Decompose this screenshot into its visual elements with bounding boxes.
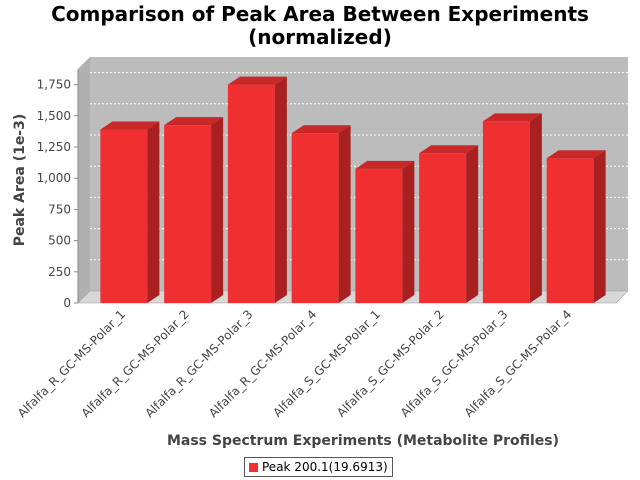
bar: [355, 168, 403, 303]
bar-side: [466, 145, 479, 303]
x-tick-label: Alfalfa_R_GC-MS-Polar_1: [15, 307, 128, 420]
x-tick-label: Alfalfa_S_GC-MS-Polar_3: [398, 307, 511, 420]
left-wall: [78, 57, 90, 303]
bar-side: [147, 121, 160, 303]
bar-top: [100, 121, 160, 130]
y-tick-label: 1,750: [37, 78, 71, 92]
bar-top: [482, 113, 542, 122]
bar-top: [164, 117, 224, 126]
y-tick-label: 750: [48, 202, 71, 216]
bar-top: [291, 125, 351, 134]
bar-side: [593, 150, 606, 303]
bar: [164, 125, 212, 303]
bar: [227, 84, 275, 303]
legend-swatch: [249, 462, 258, 472]
x-axis-label: Mass Spectrum Experiments (Metabolite Pr…: [167, 433, 559, 449]
x-tick-label: Alfalfa_S_GC-MS-Polar_2: [334, 307, 447, 420]
y-tick-label: 1,000: [37, 171, 71, 185]
y-tick-label: 1,250: [37, 140, 71, 154]
y-tick-label: 500: [48, 234, 71, 248]
chart-subtitle: (normalized): [248, 25, 392, 49]
legend: Peak 200.1(19.6913): [244, 457, 393, 477]
bar-side: [529, 113, 542, 303]
bar-top: [355, 160, 415, 169]
x-tick-label: Alfalfa_S_GC-MS-Polar_1: [270, 307, 383, 420]
x-tick-label: Alfalfa_R_GC-MS-Polar_4: [206, 307, 319, 420]
bar: [482, 121, 530, 303]
bar-top: [227, 76, 287, 85]
x-tick-label: Alfalfa_R_GC-MS-Polar_2: [79, 307, 192, 420]
x-tick-label: Alfalfa_R_GC-MS-Polar_3: [142, 307, 255, 420]
y-tick-label: 0: [63, 296, 71, 310]
bar: [100, 129, 148, 303]
y-tick-label: 1,500: [37, 109, 71, 123]
x-tick-label: Alfalfa_S_GC-MS-Polar_4: [462, 307, 575, 420]
bar: [546, 158, 594, 303]
y-axis-label: Peak Area (1e-3): [12, 114, 28, 247]
bar-top: [546, 150, 606, 159]
chart-title: Comparison of Peak Area Between Experime…: [51, 2, 589, 26]
floor: [77, 290, 629, 304]
bar-side: [402, 160, 415, 303]
y-tick-label: 250: [48, 265, 71, 279]
bar-top: [419, 145, 479, 154]
bar-side: [338, 125, 351, 303]
legend-label: Peak 200.1(19.6913): [262, 460, 388, 474]
bar-side: [211, 117, 224, 303]
bar: [419, 153, 467, 303]
bar-side: [274, 76, 287, 303]
bar: [291, 133, 339, 303]
